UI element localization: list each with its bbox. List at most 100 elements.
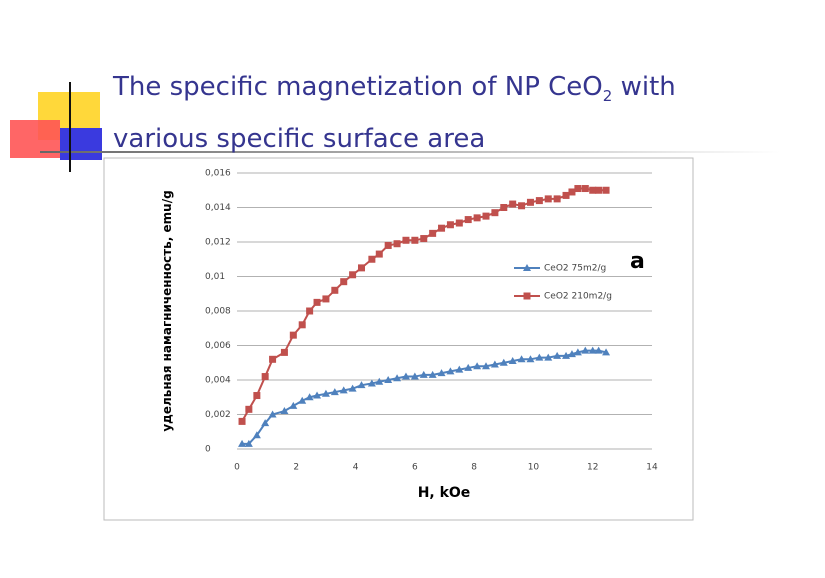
data-point bbox=[238, 417, 246, 425]
data-point bbox=[358, 264, 365, 272]
data-point bbox=[508, 357, 517, 365]
data-point bbox=[464, 363, 473, 371]
data-point bbox=[402, 236, 410, 244]
data-point bbox=[473, 362, 482, 370]
data-point bbox=[330, 388, 339, 396]
data-point bbox=[509, 200, 517, 208]
data-point bbox=[500, 204, 508, 211]
data-point bbox=[490, 360, 499, 368]
legend-marker bbox=[523, 292, 531, 300]
deco-blue bbox=[60, 128, 102, 160]
data-point bbox=[562, 191, 570, 199]
x-tick-label: 8 bbox=[471, 463, 477, 473]
data-point bbox=[581, 346, 590, 354]
data-point bbox=[517, 355, 526, 363]
deco-rule bbox=[40, 151, 780, 153]
data-point bbox=[313, 298, 321, 306]
data-point bbox=[464, 216, 472, 224]
slide-title: The specific magnetization of NP CeO2 wi… bbox=[113, 66, 753, 161]
data-point bbox=[313, 391, 322, 399]
y-tick-label: 0 bbox=[205, 445, 211, 455]
data-point bbox=[339, 386, 348, 394]
data-point bbox=[368, 255, 376, 263]
data-point bbox=[420, 235, 428, 243]
data-point bbox=[553, 351, 562, 359]
y-tick-label: 0,012 bbox=[205, 238, 231, 248]
data-point bbox=[446, 221, 454, 229]
data-point bbox=[280, 407, 289, 415]
data-point bbox=[367, 379, 376, 387]
data-point bbox=[602, 186, 610, 194]
data-point bbox=[518, 202, 526, 210]
x-tick-label: 14 bbox=[646, 463, 658, 473]
data-point bbox=[446, 367, 455, 375]
x-tick-label: 4 bbox=[353, 463, 359, 473]
data-point bbox=[261, 373, 269, 381]
x-axis-label: H, kOe bbox=[418, 485, 471, 501]
data-point bbox=[482, 212, 490, 220]
data-point bbox=[482, 362, 490, 370]
x-tick-label: 12 bbox=[587, 463, 598, 473]
data-point bbox=[401, 372, 410, 380]
title-text: with various specific surface area bbox=[113, 72, 676, 155]
title-subscript: 2 bbox=[602, 87, 613, 106]
data-point bbox=[595, 186, 603, 194]
data-point bbox=[384, 376, 393, 383]
data-point bbox=[491, 209, 499, 217]
data-point bbox=[269, 355, 277, 363]
data-point bbox=[535, 197, 543, 205]
data-point bbox=[455, 365, 464, 373]
data-point bbox=[252, 431, 261, 439]
data-point bbox=[348, 384, 357, 392]
data-point bbox=[455, 219, 463, 227]
y-tick-label: 0,01 bbox=[205, 272, 225, 282]
y-tick-label: 0,002 bbox=[205, 410, 231, 420]
data-point bbox=[306, 307, 314, 315]
data-point bbox=[526, 198, 534, 206]
data-point bbox=[393, 374, 402, 382]
data-point bbox=[526, 355, 535, 363]
data-point bbox=[331, 286, 339, 294]
data-point bbox=[544, 195, 552, 203]
data-point bbox=[245, 405, 253, 413]
x-tick-label: 0 bbox=[234, 463, 240, 473]
data-point bbox=[384, 241, 392, 249]
data-point bbox=[553, 195, 561, 203]
legend-label: CeO2 210m2/g bbox=[544, 292, 612, 302]
data-point bbox=[298, 321, 306, 329]
data-point bbox=[298, 396, 307, 404]
data-point bbox=[357, 381, 366, 389]
title-text: The specific magnetization of NP CeO bbox=[113, 72, 603, 102]
data-point bbox=[594, 346, 603, 354]
data-point bbox=[305, 393, 314, 401]
y-axis-label: удельная намагниченность, emu/g bbox=[160, 190, 174, 431]
data-point bbox=[280, 348, 288, 356]
y-tick-label: 0,004 bbox=[205, 376, 231, 386]
data-point bbox=[428, 370, 437, 378]
data-point bbox=[568, 188, 576, 196]
x-tick-label: 2 bbox=[293, 463, 299, 473]
data-point bbox=[244, 439, 253, 447]
data-point bbox=[411, 236, 419, 244]
data-point bbox=[321, 389, 330, 397]
legend-marker bbox=[523, 264, 531, 271]
data-point bbox=[268, 410, 277, 418]
data-point bbox=[349, 271, 357, 279]
legend-label: CeO2 75m2/g bbox=[544, 264, 606, 274]
data-point bbox=[261, 419, 270, 427]
y-tick-label: 0,014 bbox=[205, 203, 231, 213]
data-point bbox=[602, 348, 611, 356]
chart-frame bbox=[103, 157, 694, 521]
data-point bbox=[238, 439, 247, 447]
annotation: a bbox=[630, 249, 645, 274]
data-point bbox=[289, 401, 298, 409]
data-point bbox=[499, 358, 508, 366]
data-point bbox=[289, 331, 297, 339]
data-point bbox=[429, 229, 437, 237]
x-tick-label: 6 bbox=[412, 463, 418, 473]
data-point bbox=[375, 250, 383, 258]
y-tick-label: 0,006 bbox=[205, 341, 231, 351]
data-point bbox=[544, 353, 553, 361]
